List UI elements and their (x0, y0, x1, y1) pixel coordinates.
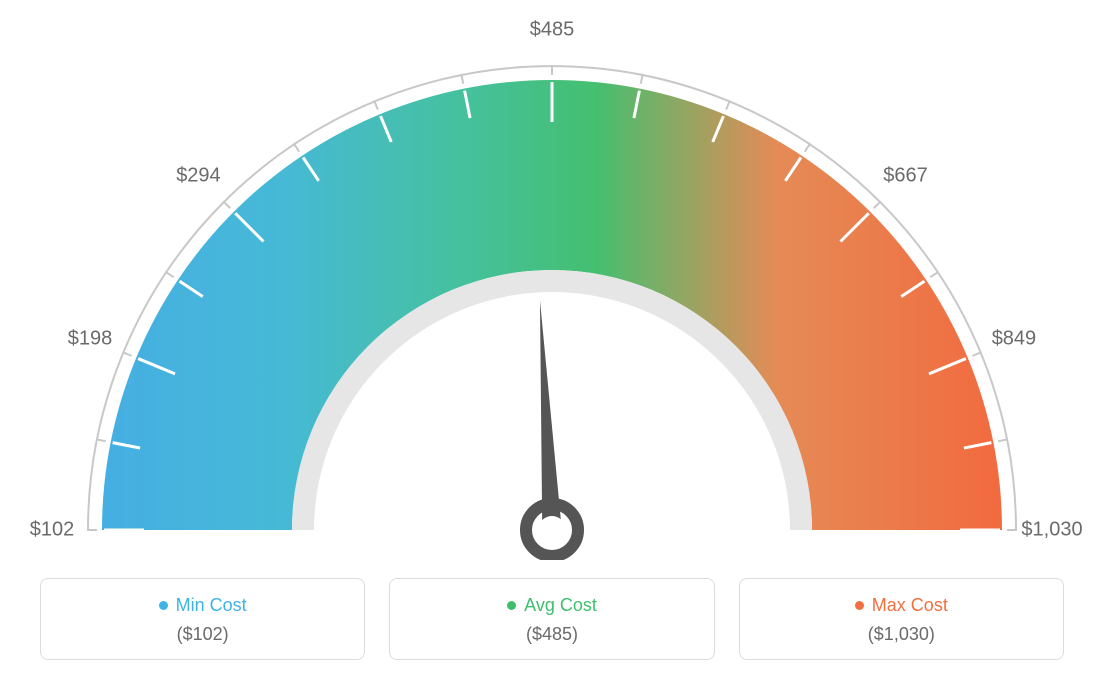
needle-hub-hole (538, 516, 566, 544)
legend-title-max: Max Cost (855, 595, 948, 616)
legend-dot-min (159, 601, 168, 610)
tick-label: $485 (530, 19, 575, 42)
outline-tick (294, 143, 300, 151)
legend-title-avg: Avg Cost (507, 595, 597, 616)
legend-value-min: ($102) (59, 624, 346, 645)
outline-tick (874, 201, 881, 208)
outline-tick (165, 272, 173, 278)
legend-value-avg: ($485) (408, 624, 695, 645)
legend-card-max: Max Cost ($1,030) (739, 578, 1064, 660)
legend-value-max: ($1,030) (758, 624, 1045, 645)
outline-tick (223, 201, 230, 208)
legend-card-avg: Avg Cost ($485) (389, 578, 714, 660)
legend-title-min: Min Cost (159, 595, 247, 616)
outline-tick (930, 272, 938, 278)
tick-label: $102 (30, 519, 75, 542)
tick-label: $1,030 (1021, 519, 1082, 542)
gauge-needle (540, 300, 562, 532)
legend-label-min: Min Cost (176, 595, 247, 616)
tick-label: $667 (883, 165, 928, 188)
legend-dot-max (855, 601, 864, 610)
legend-row: Min Cost ($102) Avg Cost ($485) Max Cost… (40, 578, 1064, 660)
legend-dot-avg (507, 601, 516, 610)
outline-tick (805, 143, 811, 151)
tick-label: $849 (992, 327, 1037, 350)
tick-label: $294 (176, 165, 221, 188)
legend-label-max: Max Cost (872, 595, 948, 616)
tick-label: $198 (68, 327, 113, 350)
gauge-svg (0, 0, 1104, 560)
legend-label-avg: Avg Cost (524, 595, 597, 616)
cost-gauge: $102 $198 $294 $485 $667 $849 $1,030 (0, 0, 1104, 560)
legend-card-min: Min Cost ($102) (40, 578, 365, 660)
